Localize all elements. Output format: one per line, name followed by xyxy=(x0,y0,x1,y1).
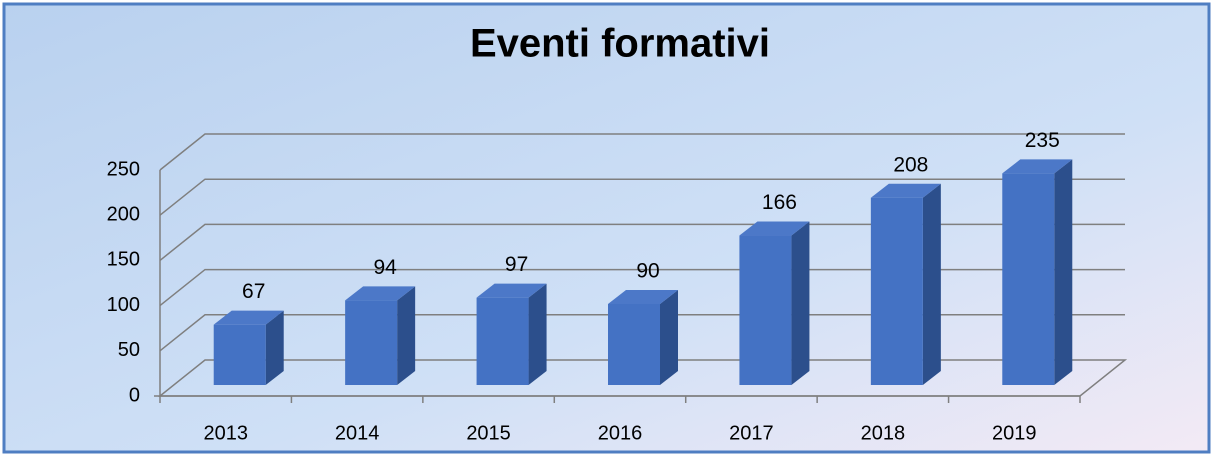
bar xyxy=(1002,173,1055,385)
bar-side xyxy=(791,221,810,385)
bar-top xyxy=(345,286,416,301)
grid-line xyxy=(159,178,1125,216)
y-tick-label: 0 xyxy=(129,384,140,406)
x-tick-label: 2014 xyxy=(335,422,380,444)
plot-area: 0 50 100 150 200 250 2013 67 2014 94 2015 97 2016 90 2… xyxy=(107,129,1128,444)
bar xyxy=(476,297,529,385)
x-tick-label: 2017 xyxy=(729,422,774,444)
value-label: 235 xyxy=(1025,129,1060,152)
x-tick-label: 2018 xyxy=(861,422,906,444)
bar-side xyxy=(397,286,416,385)
y-tick-label: 200 xyxy=(107,203,140,225)
bar-side xyxy=(528,283,547,385)
value-label: 90 xyxy=(636,260,659,283)
x-tick-label: 2019 xyxy=(992,422,1037,444)
bar-side xyxy=(265,310,284,385)
bar-top xyxy=(476,283,547,298)
value-label: 67 xyxy=(242,280,265,303)
bar-top xyxy=(213,310,284,325)
bar xyxy=(739,235,792,385)
bar-top xyxy=(870,183,941,198)
value-label: 166 xyxy=(762,191,797,214)
grid-line xyxy=(159,223,1125,261)
bar-top xyxy=(608,289,678,304)
bar-side xyxy=(922,183,941,385)
x-tick-label: 2015 xyxy=(466,422,511,444)
bar xyxy=(213,324,266,385)
bar xyxy=(608,303,660,385)
bar xyxy=(345,300,398,385)
bar-top xyxy=(739,221,810,236)
y-tick-label: 100 xyxy=(107,294,140,316)
grid-line xyxy=(159,133,1125,171)
bar xyxy=(870,197,923,385)
y-tick-label: 50 xyxy=(118,339,140,361)
bar-side xyxy=(660,289,678,385)
grid-line xyxy=(159,314,1125,352)
grid-line xyxy=(159,268,1125,307)
value-label: 94 xyxy=(373,256,397,279)
x-tick-label: 2016 xyxy=(598,422,643,444)
y-tick-label: 150 xyxy=(107,249,140,271)
chart-title: Eventi formativi xyxy=(470,22,770,66)
bar-top xyxy=(1002,159,1073,174)
y-tick-label: 250 xyxy=(107,158,140,180)
bar-side xyxy=(1054,159,1073,385)
x-tick-label: 2013 xyxy=(203,422,248,444)
value-label: 208 xyxy=(893,153,928,176)
value-label: 97 xyxy=(505,253,528,276)
